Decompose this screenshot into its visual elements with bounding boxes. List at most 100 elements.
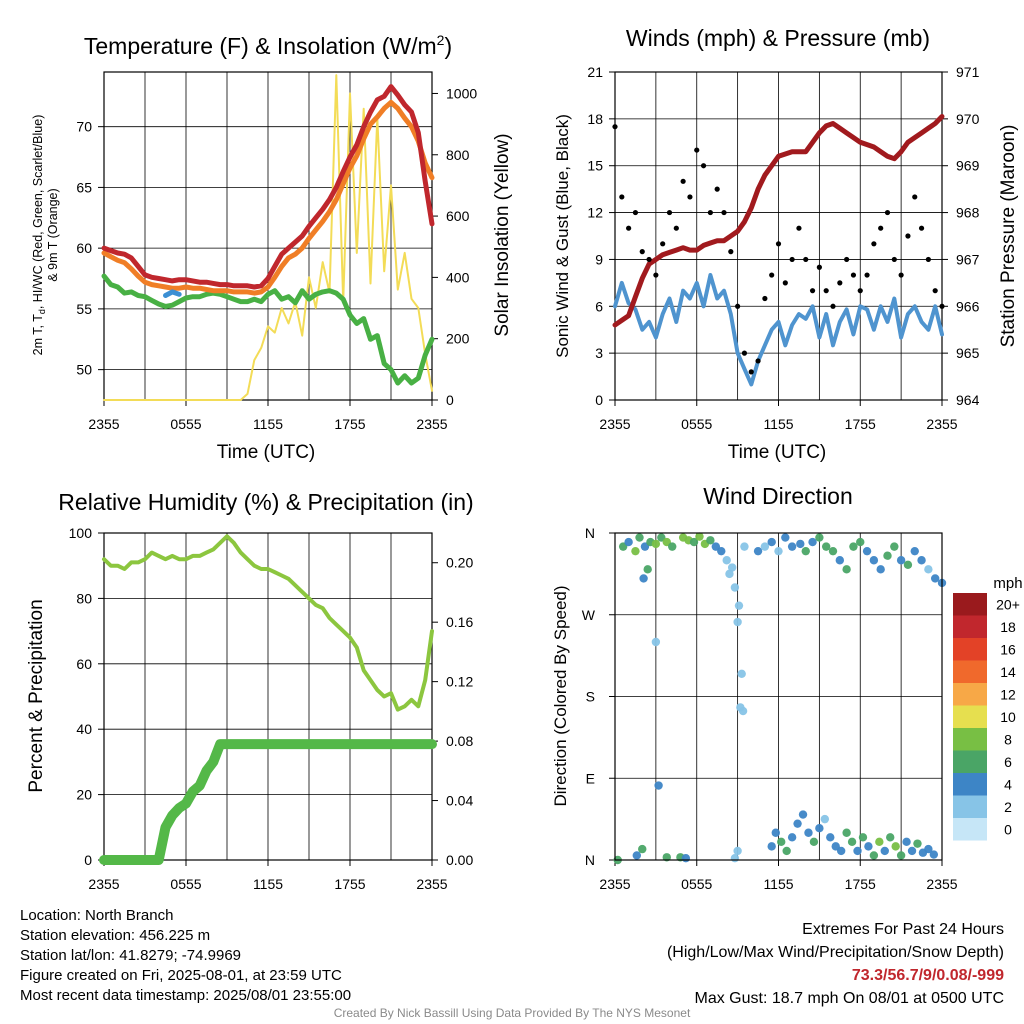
gust-point xyxy=(612,124,618,130)
direction-point xyxy=(787,542,797,551)
colorbar-swatch xyxy=(953,750,987,773)
direction-point xyxy=(662,853,671,862)
direction-point xyxy=(624,537,633,547)
colorbar-label: 16 xyxy=(1000,641,1016,657)
winds-ytick-label: 15 xyxy=(587,158,603,174)
humidity-xtick-label: 2355 xyxy=(416,876,447,892)
direction-point xyxy=(820,814,830,824)
humidity-xtick-label: 1155 xyxy=(253,876,283,892)
direction-point xyxy=(890,542,899,551)
direction-point xyxy=(651,539,661,549)
temperature-xtick-label: 1755 xyxy=(334,416,365,432)
winds-ytick-label: 9 xyxy=(595,251,603,267)
direction-point xyxy=(787,833,797,842)
winds-ytick-right-label: 970 xyxy=(956,111,980,127)
winds-plot-frame xyxy=(614,71,943,401)
gust-point xyxy=(850,272,857,278)
colorbar-label: 4 xyxy=(1004,776,1012,792)
gust-point xyxy=(639,249,645,255)
temperature-ytick-label: 65 xyxy=(76,179,92,195)
direction-point xyxy=(930,574,940,583)
gust-point xyxy=(632,209,639,216)
direction-point xyxy=(821,542,831,551)
temperature-ytick-right-label: 1000 xyxy=(446,85,477,101)
temperature-xtick-label: 0555 xyxy=(170,416,201,432)
colorbar-label: 20+ xyxy=(996,596,1020,612)
humidity-ytick-label: 20 xyxy=(76,787,92,803)
temperature-ytick-right-label: 0 xyxy=(446,392,454,408)
gust-point xyxy=(735,303,741,309)
direction-point xyxy=(638,844,647,854)
direction-point xyxy=(635,533,644,542)
direction-point xyxy=(924,565,933,574)
temperature-ytick-right-label: 800 xyxy=(446,147,470,163)
direction-point xyxy=(733,617,742,627)
gust-point xyxy=(918,225,925,231)
direction-point xyxy=(869,556,879,565)
direction-point xyxy=(864,842,873,851)
humidity-ytick-label: 60 xyxy=(76,656,92,672)
gust-point xyxy=(626,225,632,231)
temperature-ytick-right-label: 400 xyxy=(446,269,470,285)
gust-point xyxy=(857,288,863,294)
direction-point xyxy=(738,706,748,716)
direction-point xyxy=(668,542,677,551)
direction-point xyxy=(639,574,648,583)
direction-point xyxy=(781,533,790,542)
direction-point xyxy=(886,833,895,842)
temperature-plot-frame xyxy=(103,71,433,401)
direction-point xyxy=(722,556,731,565)
wind-series-line xyxy=(613,273,944,387)
direction-point xyxy=(706,536,715,545)
gust-point xyxy=(844,256,850,263)
winds-ytick-right-label: 965 xyxy=(956,345,980,361)
humidity-ytick-right-label: 0.08 xyxy=(446,733,473,749)
humidity-chart-title: Relative Humidity (%) & Precipitation (i… xyxy=(58,489,473,515)
gust-point xyxy=(891,256,897,263)
direction-point xyxy=(695,532,704,541)
direction-point xyxy=(771,828,780,837)
direction-point xyxy=(632,851,641,860)
direction-point xyxy=(853,846,862,856)
direction-point xyxy=(793,819,802,828)
humidity-series-line xyxy=(102,534,434,712)
gust-point xyxy=(809,288,816,294)
colorbar-label: 2 xyxy=(1004,799,1012,815)
gust-point xyxy=(728,249,734,255)
direction-point xyxy=(869,851,879,860)
direction-point xyxy=(730,853,740,863)
direction-point xyxy=(835,556,845,565)
temperature-xtick-label: 2355 xyxy=(416,416,447,432)
temperature-ytick-label: 70 xyxy=(76,119,92,135)
direction-point xyxy=(896,556,906,565)
direction-point xyxy=(876,565,885,574)
winds-xtick-label: 1155 xyxy=(763,416,793,432)
winds-ytick-right-label: 971 xyxy=(956,64,980,80)
direction-point xyxy=(643,565,652,574)
temperature-series-line xyxy=(101,273,435,386)
direction-xtick-label: 0555 xyxy=(681,876,712,892)
direction-point xyxy=(929,850,939,859)
temperature-chart-title: Temperature (F) & Insolation (W/m2) xyxy=(84,32,452,59)
colorbar-swatch xyxy=(953,818,987,841)
direction-ytick-label: N xyxy=(585,852,595,868)
humidity-xtick-label: 1755 xyxy=(334,876,365,892)
precip-series-line xyxy=(99,739,437,865)
direction-point xyxy=(681,853,691,863)
direction-point xyxy=(856,537,865,547)
colorbar-swatch xyxy=(953,683,987,706)
direction-point xyxy=(847,837,857,847)
colorbar-label: 12 xyxy=(1000,686,1016,702)
direction-point xyxy=(902,837,911,847)
direction-xtick-label: 2355 xyxy=(926,876,957,892)
temperature-ylabel-left-line2: & 9m T (Orange) xyxy=(46,188,60,281)
winds-ylabel-right: Station Pressure (Maroon) xyxy=(998,125,1019,348)
humidity-ytick-label: 0 xyxy=(84,852,92,868)
colorbar-label: 8 xyxy=(1004,731,1012,747)
gust-point xyxy=(619,194,625,200)
colorbar-swatch xyxy=(953,615,987,638)
gust-point xyxy=(721,209,727,216)
humidity-xtick-label: 0555 xyxy=(170,876,201,892)
humidity-ylabel-left: Percent & Precipitation xyxy=(26,599,47,792)
direction-point xyxy=(737,669,746,678)
